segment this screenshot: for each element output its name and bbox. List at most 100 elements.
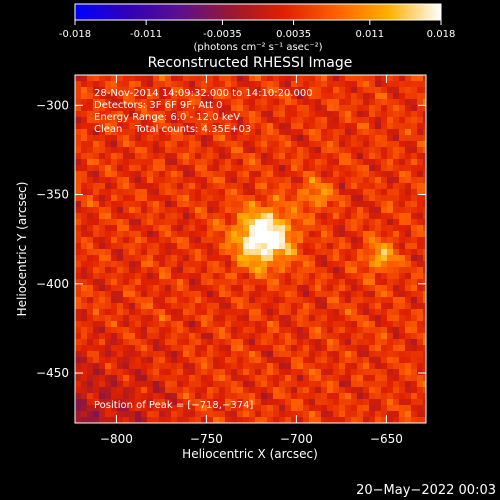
heatmap-cell xyxy=(213,75,220,82)
heatmap-cell xyxy=(345,309,352,316)
heatmap-cell xyxy=(303,81,310,88)
heatmap-cell xyxy=(165,177,172,184)
heatmap-cell xyxy=(339,393,346,400)
heatmap-cell xyxy=(279,219,286,226)
heatmap-cell xyxy=(99,123,106,130)
heatmap-cell xyxy=(165,99,172,106)
heatmap-cell xyxy=(237,291,244,298)
heatmap-cell xyxy=(297,165,304,172)
heatmap-cell xyxy=(99,297,106,304)
heatmap-cell xyxy=(357,177,364,184)
heatmap-cell xyxy=(297,237,304,244)
heatmap-cell xyxy=(237,399,244,406)
heatmap-cell xyxy=(99,129,106,136)
heatmap-cell xyxy=(339,339,346,346)
heatmap-cell xyxy=(411,411,418,418)
heatmap-cell xyxy=(273,213,280,220)
heatmap-cell xyxy=(195,345,202,352)
heatmap-cell xyxy=(249,273,256,280)
heatmap-cell xyxy=(213,285,220,292)
heatmap-cell xyxy=(93,231,100,238)
heatmap-cell xyxy=(393,333,400,340)
heatmap-cell xyxy=(405,81,412,88)
heatmap-cell xyxy=(267,81,274,88)
heatmap-cell xyxy=(237,231,244,238)
heatmap-cell xyxy=(423,417,426,423)
heatmap-cell xyxy=(219,381,226,388)
heatmap-cell xyxy=(87,153,94,160)
heatmap-cell xyxy=(87,399,94,406)
heatmap-cell xyxy=(141,129,148,136)
heatmap-cell xyxy=(237,303,244,310)
heatmap-cell xyxy=(261,213,268,220)
heatmap-cell xyxy=(285,105,292,112)
heatmap-cell xyxy=(393,183,400,190)
heatmap-cell xyxy=(411,333,418,340)
heatmap-cell xyxy=(153,363,160,370)
heatmap-cell xyxy=(375,339,382,346)
heatmap-cell xyxy=(201,405,208,412)
heatmap-cell xyxy=(159,99,166,106)
heatmap-cell xyxy=(99,225,106,232)
heatmap-cell xyxy=(207,267,214,274)
heatmap-cell xyxy=(369,213,376,220)
colorbar-tick-label: 0.011 xyxy=(356,29,385,40)
heatmap-cell xyxy=(393,249,400,256)
heatmap-cell xyxy=(219,243,226,250)
heatmap-cell xyxy=(87,327,94,334)
heatmap-cell xyxy=(423,177,426,184)
heatmap-cell xyxy=(171,117,178,124)
heatmap-cell xyxy=(75,261,82,268)
heatmap-cell xyxy=(261,369,268,376)
heatmap-cell xyxy=(189,237,196,244)
heatmap-cell xyxy=(339,135,346,142)
heatmap-cell xyxy=(381,225,388,232)
heatmap-cell xyxy=(303,159,310,166)
heatmap-cell xyxy=(231,111,238,118)
heatmap-cell xyxy=(147,195,154,202)
heatmap-cell xyxy=(165,231,172,238)
heatmap-cell xyxy=(213,267,220,274)
heatmap-cell xyxy=(405,375,412,382)
heatmap-cell xyxy=(291,243,298,250)
heatmap-cell xyxy=(369,171,376,178)
heatmap-cell xyxy=(339,303,346,310)
heatmap-cell xyxy=(327,243,334,250)
heatmap-cell xyxy=(339,297,346,304)
heatmap-cell xyxy=(141,237,148,244)
heatmap-cell xyxy=(93,285,100,292)
heatmap-cell xyxy=(141,153,148,160)
heatmap-cell xyxy=(207,285,214,292)
heatmap-cell xyxy=(303,129,310,136)
heatmap-cell xyxy=(261,315,268,322)
heatmap-cell xyxy=(135,315,142,322)
heatmap-cell xyxy=(369,399,376,406)
heatmap-cell xyxy=(111,105,118,112)
heatmap-cell xyxy=(231,387,238,394)
heatmap-cell xyxy=(315,345,322,352)
heatmap-cell xyxy=(303,177,310,184)
heatmap-cell xyxy=(273,111,280,118)
heatmap-cell xyxy=(423,81,426,88)
heatmap-cell xyxy=(141,189,148,196)
heatmap-cell xyxy=(423,195,426,202)
heatmap-cell xyxy=(87,87,94,94)
heatmap-cell xyxy=(219,279,226,286)
heatmap-cell xyxy=(297,219,304,226)
heatmap-cell xyxy=(159,381,166,388)
heatmap-cell xyxy=(99,267,106,274)
heatmap-cell xyxy=(285,87,292,94)
heatmap-cell xyxy=(105,159,112,166)
heatmap-cell xyxy=(153,351,160,358)
heatmap-cell xyxy=(177,339,184,346)
heatmap-cell xyxy=(237,219,244,226)
heatmap-cell xyxy=(321,237,328,244)
heatmap-cell xyxy=(159,345,166,352)
heatmap-cell xyxy=(195,231,202,238)
heatmap-cell xyxy=(405,93,412,100)
heatmap-cell xyxy=(279,117,286,124)
heatmap-cell xyxy=(375,309,382,316)
heatmap-cell xyxy=(225,93,232,100)
heatmap-cell xyxy=(219,291,226,298)
heatmap-cell xyxy=(297,303,304,310)
